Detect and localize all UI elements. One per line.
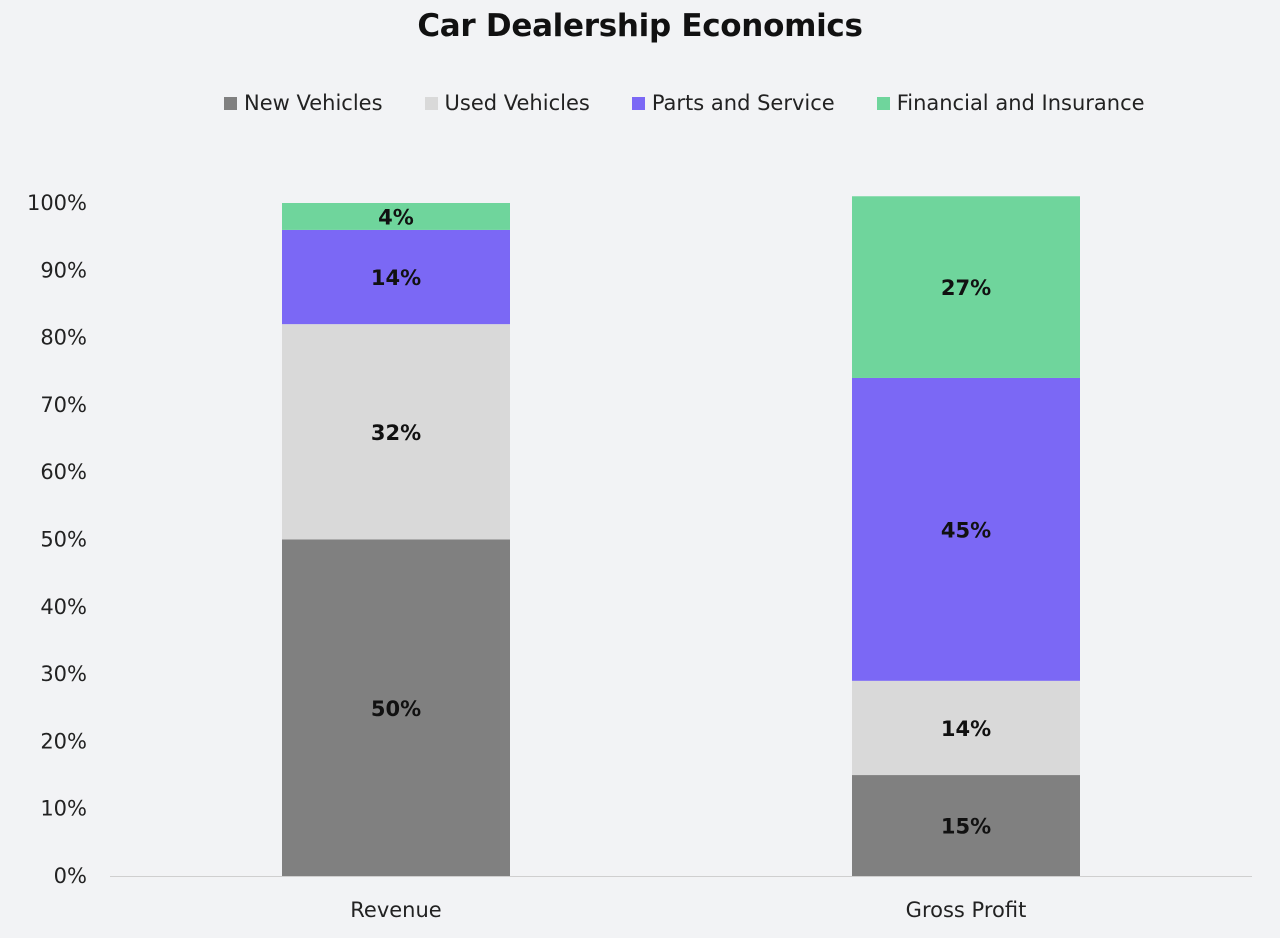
bar-segment	[282, 229, 510, 325]
y-tick-label: 20%	[40, 729, 87, 753]
y-tick-label: 10%	[40, 797, 87, 821]
data-label: 14%	[371, 266, 421, 290]
y-tick-label: 100%	[27, 191, 87, 215]
y-tick-label: 0%	[54, 864, 87, 888]
data-label: 45%	[941, 518, 991, 542]
data-label: 15%	[941, 815, 991, 839]
bar-segment	[282, 324, 510, 540]
legend-swatch	[876, 96, 890, 110]
x-tick-label: Revenue	[350, 898, 441, 922]
data-label: 27%	[941, 276, 991, 300]
legend-swatch	[631, 96, 645, 110]
y-tick-label: 60%	[40, 460, 87, 484]
y-tick-label: 80%	[40, 326, 87, 350]
legend-label: Parts and Service	[651, 91, 835, 115]
data-label: 32%	[371, 421, 421, 445]
data-label: 50%	[371, 697, 421, 721]
x-tick-label: Gross Profit	[906, 898, 1027, 922]
bar-segment	[852, 680, 1080, 776]
bar-segment	[852, 196, 1080, 378]
legend-label: New Vehicles	[244, 91, 383, 115]
bar-segment	[852, 775, 1080, 876]
data-label: 4%	[378, 205, 414, 229]
legend-item: Parts and Service	[631, 91, 835, 115]
bar-segment	[282, 203, 510, 230]
y-tick-label: 70%	[40, 393, 87, 417]
data-label: 14%	[941, 717, 991, 741]
legend-item: New Vehicles	[224, 91, 383, 115]
y-tick-label: 50%	[40, 528, 87, 552]
legend-item: Used Vehicles	[424, 91, 590, 115]
bar-segment	[282, 539, 510, 876]
legend: New Vehicles Used Vehicles Parts and Servi…	[224, 89, 1145, 117]
bar-segment	[852, 377, 1080, 681]
legend-swatch	[424, 96, 438, 110]
legend-label: Used Vehicles	[444, 91, 590, 115]
y-tick-label: 30%	[40, 662, 87, 686]
chart-title: Car Dealership Economics	[417, 8, 863, 44]
y-tick-label: 40%	[40, 595, 87, 619]
y-tick-label: 90%	[40, 258, 87, 282]
legend-label: Financial and Insurance	[896, 91, 1145, 115]
legend-swatch	[224, 96, 237, 110]
legend-item: Financial and Insurance	[876, 91, 1145, 115]
